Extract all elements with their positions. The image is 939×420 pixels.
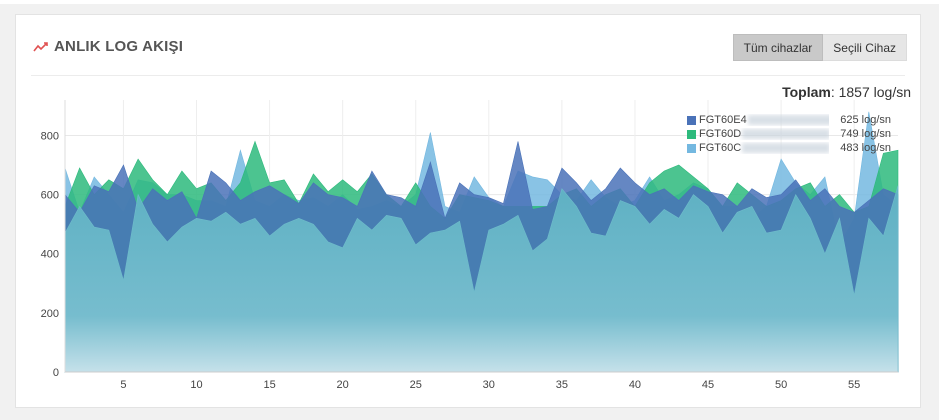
x-tick-label: 40 [629,379,641,391]
total-readout: Toplam: 1857 log/sn [782,84,911,100]
legend-swatch [687,129,696,139]
y-tick-label: 200 [41,308,59,320]
all-devices-button[interactable]: Tüm cihazlar [732,34,824,61]
x-tick-label: 15 [263,379,275,391]
legend-swatch [687,143,696,153]
panel-title-wrap: ANLIK LOG AKIŞI [33,38,183,55]
x-tick-label: 10 [190,379,202,391]
trend-line-icon [33,41,48,51]
y-tick-label: 0 [53,367,59,379]
legend-series-name: FGT60E4 [699,114,747,126]
selected-device-button[interactable]: Seçili Cihaz [823,34,907,61]
y-tick-label: 800 [41,130,59,142]
legend-item[interactable]: FGT60C 483 log/sn [687,141,891,155]
x-tick-label: 5 [120,379,126,391]
x-tick-label: 35 [556,379,568,391]
legend-series-name: FGT60C [699,142,742,154]
y-tick-label: 400 [41,249,59,261]
x-tick-label: 50 [775,379,787,391]
legend-series-name: FGT60D [699,128,742,140]
redacted-mask [742,143,829,154]
legend-swatch [687,115,696,125]
legend-series-value: 625 log/sn [840,114,891,126]
chart-axes: 0 200 400 600 800 5 10 15 20 25 30 35 40 45 50 55 [41,100,898,391]
x-tick-label: 25 [410,379,422,391]
device-filter-group: Tüm cihazlar Seçili Cihaz [732,34,907,61]
legend-item[interactable]: FGT60E4 625 log/sn [687,113,891,127]
redacted-mask [742,129,829,140]
base-area [64,185,899,373]
panel-title: ANLIK LOG AKIŞI [54,38,184,55]
chart-legend: FGT60E4 625 log/sn FGT60D 749 log/sn FGT… [687,113,891,155]
x-tick-label: 20 [337,379,349,391]
panel-header: ANLIK LOG AKIŞI Tüm cihazlar Seçili Ciha… [16,15,920,75]
x-tick-label: 45 [702,379,714,391]
redacted-mask [747,115,829,126]
header-divider [31,75,905,76]
top-strip [0,0,939,4]
legend-series-value: 749 log/sn [840,128,891,140]
x-tick-label: 30 [483,379,495,391]
legend-series-value: 483 log/sn [840,142,891,154]
x-tick-label: 55 [848,379,860,391]
total-label: Toplam [782,84,831,100]
y-tick-label: 600 [41,190,59,202]
chart-series [64,111,899,373]
legend-item[interactable]: FGT60D 749 log/sn [687,127,891,141]
total-value: : 1857 log/sn [830,84,911,100]
